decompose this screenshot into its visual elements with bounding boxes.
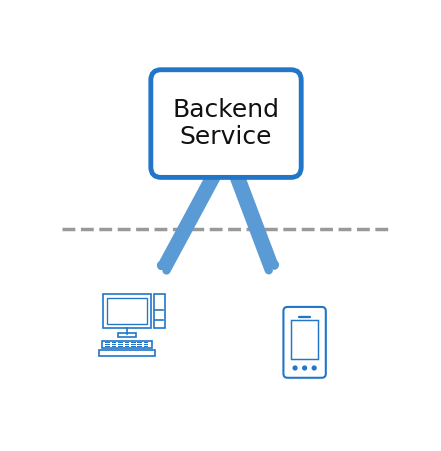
FancyBboxPatch shape [107,298,146,324]
Circle shape [303,366,306,370]
FancyBboxPatch shape [144,344,149,345]
FancyBboxPatch shape [138,344,142,345]
FancyBboxPatch shape [112,344,116,345]
FancyBboxPatch shape [105,345,110,347]
FancyBboxPatch shape [138,345,142,347]
FancyBboxPatch shape [102,341,152,348]
FancyBboxPatch shape [125,344,129,345]
FancyBboxPatch shape [118,345,123,347]
FancyBboxPatch shape [284,307,326,378]
Text: Backend
Service: Backend Service [172,98,280,149]
FancyBboxPatch shape [105,344,110,345]
FancyBboxPatch shape [153,294,165,328]
FancyBboxPatch shape [144,345,149,347]
FancyBboxPatch shape [138,342,142,343]
FancyBboxPatch shape [125,342,129,343]
FancyBboxPatch shape [144,342,149,343]
FancyBboxPatch shape [103,294,151,328]
FancyBboxPatch shape [292,321,318,359]
FancyBboxPatch shape [105,342,110,343]
Circle shape [293,366,297,370]
FancyBboxPatch shape [131,342,135,343]
FancyBboxPatch shape [118,342,123,343]
FancyBboxPatch shape [125,345,129,347]
Circle shape [312,366,316,370]
FancyBboxPatch shape [112,345,116,347]
FancyBboxPatch shape [112,342,116,343]
FancyBboxPatch shape [99,350,155,356]
FancyBboxPatch shape [151,70,301,177]
FancyBboxPatch shape [118,344,123,345]
FancyBboxPatch shape [118,333,136,337]
FancyBboxPatch shape [131,345,135,347]
FancyBboxPatch shape [131,344,135,345]
